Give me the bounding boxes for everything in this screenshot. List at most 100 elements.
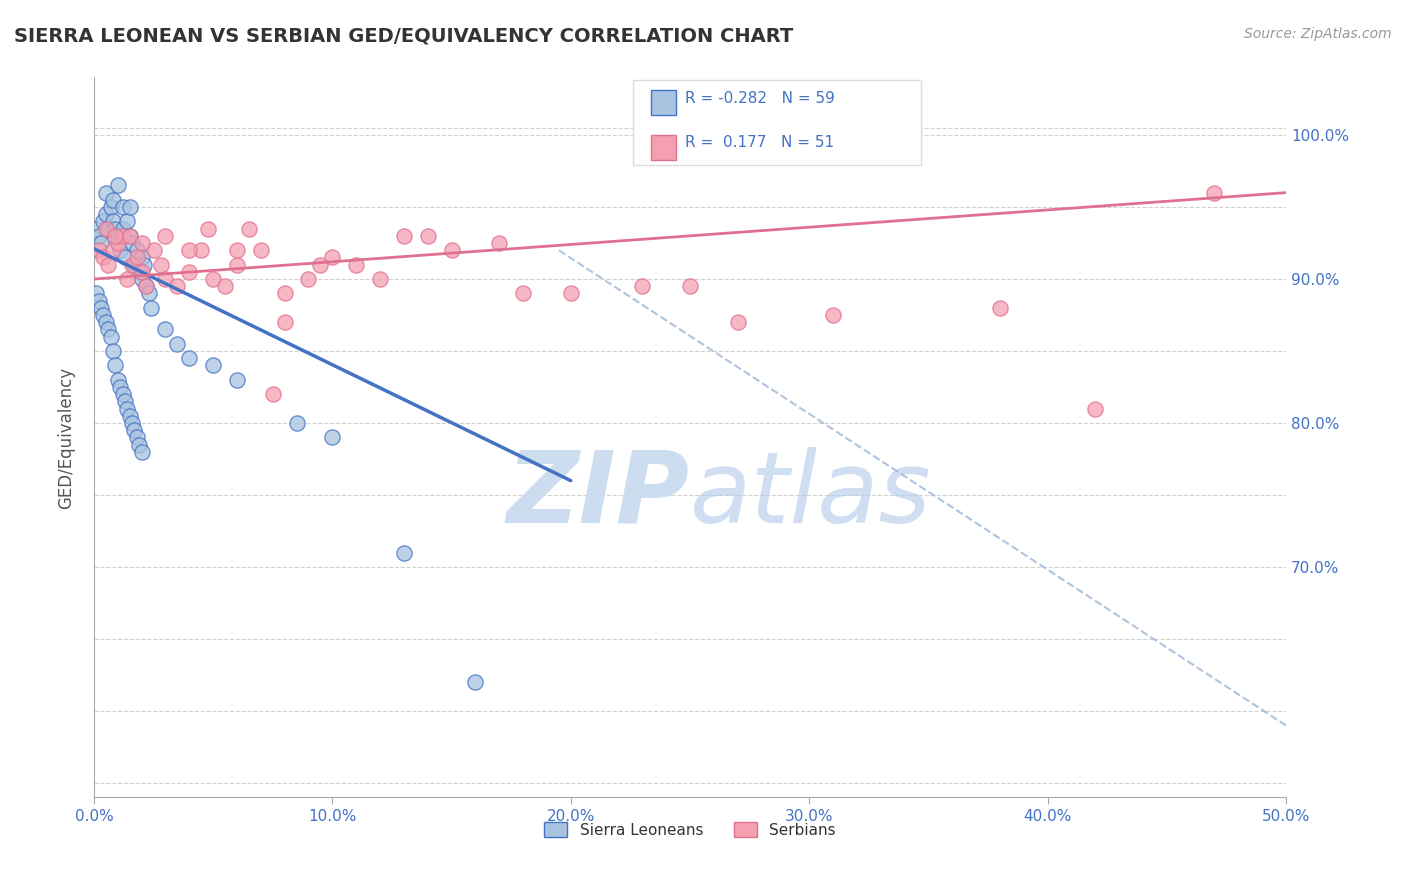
Point: [197, 221, 219, 235]
Point: [101, 244, 124, 258]
Point: [141, 301, 163, 315]
Point: [93, 251, 115, 265]
Point: [440, 244, 463, 258]
Point: [273, 315, 295, 329]
Point: [309, 258, 332, 272]
Point: [166, 336, 188, 351]
Point: [111, 221, 134, 235]
Point: [131, 251, 153, 265]
Point: [108, 380, 131, 394]
Point: [190, 244, 212, 258]
Point: [321, 251, 343, 265]
Point: [155, 228, 177, 243]
Point: [488, 235, 510, 250]
Point: [90, 301, 112, 315]
Point: [138, 286, 160, 301]
Point: [94, 186, 117, 200]
Point: [202, 359, 225, 373]
Text: atlas: atlas: [690, 447, 932, 543]
Point: [135, 279, 157, 293]
Point: [94, 315, 117, 329]
Point: [166, 279, 188, 293]
Point: [273, 286, 295, 301]
Point: [131, 445, 153, 459]
Point: [101, 214, 124, 228]
Point: [285, 416, 308, 430]
Point: [344, 258, 367, 272]
Point: [155, 322, 177, 336]
Point: [631, 279, 654, 293]
Point: [125, 244, 148, 258]
Point: [121, 258, 143, 272]
Point: [135, 279, 157, 293]
Point: [97, 258, 120, 272]
Point: [179, 351, 201, 366]
Point: [104, 221, 127, 235]
Point: [104, 359, 127, 373]
Point: [107, 228, 129, 243]
Point: [93, 214, 115, 228]
Point: [117, 401, 139, 416]
Point: [250, 244, 273, 258]
Point: [107, 178, 129, 193]
Point: [368, 272, 391, 286]
Point: [1204, 186, 1226, 200]
Point: [90, 235, 112, 250]
Y-axis label: GED/Equivalency: GED/Equivalency: [58, 367, 75, 508]
Point: [179, 265, 201, 279]
Point: [727, 315, 749, 329]
Point: [131, 235, 153, 250]
Point: [100, 200, 122, 214]
Point: [142, 244, 165, 258]
Point: [104, 228, 127, 243]
Point: [679, 279, 702, 293]
Point: [93, 308, 115, 322]
Point: [155, 272, 177, 286]
Point: [392, 228, 415, 243]
Point: [94, 207, 117, 221]
Point: [118, 228, 141, 243]
Point: [128, 437, 150, 451]
Point: [87, 293, 110, 308]
Point: [392, 546, 415, 560]
Point: [262, 387, 284, 401]
Point: [100, 329, 122, 343]
Point: [107, 373, 129, 387]
Point: [297, 272, 319, 286]
Point: [97, 221, 120, 235]
Point: [238, 221, 260, 235]
Point: [111, 200, 134, 214]
Point: [117, 214, 139, 228]
Point: [226, 244, 249, 258]
Point: [132, 258, 155, 272]
Point: [464, 675, 486, 690]
Text: R =  0.177   N = 51: R = 0.177 N = 51: [685, 136, 834, 150]
Text: Source: ZipAtlas.com: Source: ZipAtlas.com: [1244, 27, 1392, 41]
Point: [121, 416, 143, 430]
Point: [87, 244, 110, 258]
Text: R = -0.282   N = 59: R = -0.282 N = 59: [685, 91, 835, 105]
Point: [128, 265, 150, 279]
Point: [114, 394, 136, 409]
Point: [214, 279, 236, 293]
Point: [821, 308, 844, 322]
Point: [111, 387, 134, 401]
Point: [111, 228, 134, 243]
Point: [108, 244, 131, 258]
Point: [86, 221, 108, 235]
Point: [416, 228, 439, 243]
Point: [131, 265, 153, 279]
Point: [86, 286, 108, 301]
Point: [118, 409, 141, 423]
Point: [226, 373, 249, 387]
Point: [124, 258, 146, 272]
Point: [118, 200, 141, 214]
Point: [321, 430, 343, 444]
Point: [512, 286, 534, 301]
Point: [114, 251, 136, 265]
Point: [226, 258, 249, 272]
Point: [87, 228, 110, 243]
Point: [94, 221, 117, 235]
Point: [131, 272, 153, 286]
Point: [988, 301, 1011, 315]
